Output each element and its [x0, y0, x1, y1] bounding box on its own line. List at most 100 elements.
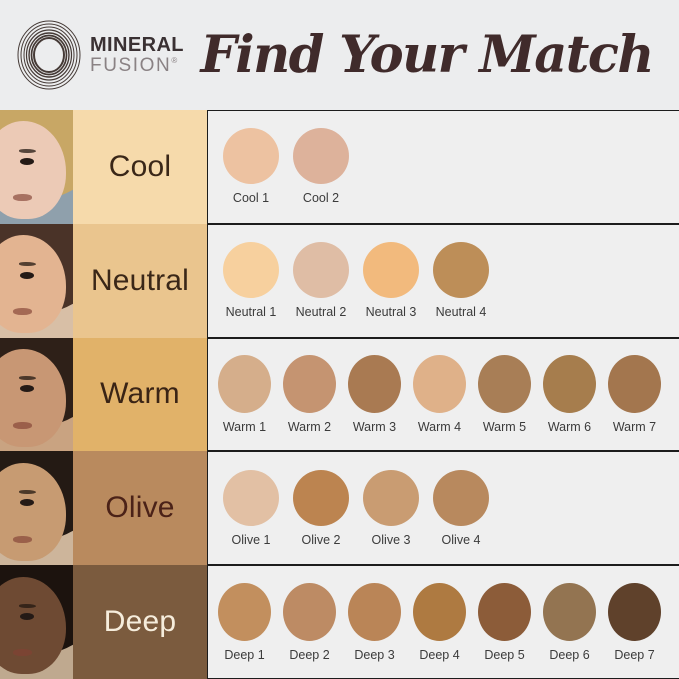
shade-swatch-label: Deep 4 [419, 647, 460, 662]
shade-swatch-label: Olive 3 [371, 532, 411, 547]
shade-swatch: Neutral 3 [363, 242, 419, 319]
brand-name: MINERAL FUSION ® [90, 35, 184, 75]
portrait-brow [18, 603, 37, 608]
shade-swatch-circle [363, 242, 419, 299]
shade-swatch-circle [283, 582, 336, 641]
swatch-panel: Deep 1 Deep 2 Deep 3 Deep 4 Deep 5 Deep … [207, 565, 679, 679]
page-title: Find Your Match [200, 25, 655, 85]
swatch-list: Neutral 1 Neutral 2 Neutral 3 Neutral 4 [208, 242, 489, 319]
shade-swatch: Warm 7 [608, 354, 661, 434]
shade-swatch-circle [363, 469, 419, 526]
portrait-lips [13, 649, 33, 657]
shade-swatch-circle [348, 582, 401, 641]
shade-swatch: Warm 2 [283, 354, 336, 434]
swatch-panel: Olive 1 Olive 2 Olive 3 Olive 4 [207, 451, 679, 566]
shade-swatch: Cool 1 [223, 128, 279, 205]
shade-swatch: Olive 2 [293, 469, 349, 547]
brand-name-line2: FUSION ® [90, 54, 178, 76]
shade-swatch: Warm 3 [348, 354, 401, 434]
shade-category-label: Olive [73, 451, 207, 566]
shade-row: Warm Warm 1 Warm 2 Warm 3 Warm 4 Warm 5 … [0, 337, 679, 452]
shade-swatch-circle [293, 128, 349, 185]
shade-swatch: Deep 3 [348, 582, 401, 662]
shade-row: Deep Deep 1 Deep 2 Deep 3 Deep 4 Deep 5 … [0, 565, 679, 679]
model-portrait-photo [0, 110, 73, 224]
model-portrait-photo [0, 223, 73, 338]
portrait-face [0, 348, 66, 447]
shade-rows: Cool Cool 1 Cool 2 Neutral Neutral 1 Neu… [0, 110, 679, 679]
portrait-eye [20, 499, 35, 507]
shade-swatch-label: Deep 3 [354, 647, 395, 662]
shade-category-label: Deep [73, 565, 207, 679]
shade-swatch-label: Deep 1 [224, 647, 265, 662]
shade-swatch-label: Olive 1 [231, 532, 271, 547]
shade-swatch-label: Deep 5 [484, 647, 525, 662]
shade-swatch: Cool 2 [293, 128, 349, 205]
shade-swatch-circle [433, 242, 489, 299]
portrait-brow [18, 490, 37, 495]
model-portrait-photo [0, 337, 73, 452]
shade-swatch-label: Cool 2 [302, 191, 340, 206]
model-portrait-photo [0, 451, 73, 566]
shade-category-label: Neutral [73, 223, 207, 338]
shade-swatch-label: Neutral 4 [435, 305, 487, 320]
portrait-face [0, 121, 66, 220]
shade-swatch-label: Warm 6 [547, 419, 592, 434]
shade-swatch-circle [478, 582, 531, 641]
shade-swatch-label: Warm 2 [287, 419, 332, 434]
header: MINERAL FUSION ® Find Your Match [0, 0, 679, 110]
swatch-panel: Warm 1 Warm 2 Warm 3 Warm 4 Warm 5 Warm … [207, 337, 679, 452]
shade-swatch: Neutral 1 [223, 242, 279, 319]
shade-swatch-circle [608, 582, 661, 641]
portrait-eye [20, 612, 35, 620]
registered-trademark-symbol: ® [171, 55, 178, 65]
shade-swatch-label: Olive 2 [301, 532, 341, 547]
shade-swatch: Deep 5 [478, 582, 531, 662]
shade-swatch: Deep 6 [543, 582, 596, 662]
shade-row: Cool Cool 1 Cool 2 [0, 110, 679, 224]
portrait-brow [18, 262, 37, 267]
shade-swatch-label: Neutral 1 [225, 305, 277, 320]
brand-name-line1: MINERAL [90, 34, 184, 57]
brand-logo: MINERAL FUSION ® [16, 19, 184, 91]
shade-swatch-label: Warm 7 [612, 419, 657, 434]
shade-swatch: Neutral 2 [293, 242, 349, 319]
portrait-face [0, 235, 66, 334]
concentric-rings-icon [17, 20, 81, 90]
shade-swatch-label: Warm 4 [417, 419, 462, 434]
shade-swatch-circle [543, 354, 596, 413]
shade-swatch-label: Warm 1 [222, 419, 267, 434]
shade-swatch: Olive 1 [223, 469, 279, 547]
swatch-list: Cool 1 Cool 2 [208, 128, 349, 205]
shade-row: Olive Olive 1 Olive 2 Olive 3 Olive 4 [0, 451, 679, 566]
shade-swatch: Deep 7 [608, 582, 661, 662]
portrait-eye [20, 157, 35, 165]
shade-swatch-circle [223, 128, 279, 185]
portrait-brow [18, 148, 37, 153]
shade-swatch-label: Olive 4 [441, 532, 481, 547]
shade-swatch-label: Warm 5 [482, 419, 527, 434]
model-portrait-photo [0, 565, 73, 679]
shade-swatch-label: Neutral 2 [295, 305, 347, 320]
shade-swatch-label: Deep 7 [614, 647, 655, 662]
shade-swatch-label: Deep 6 [549, 647, 590, 662]
shade-swatch-circle [478, 354, 531, 413]
shade-swatch-circle [218, 354, 271, 413]
swatch-panel: Neutral 1 Neutral 2 Neutral 3 Neutral 4 [207, 223, 679, 338]
shade-swatch: Neutral 4 [433, 242, 489, 319]
shade-category-label: Cool [73, 110, 207, 224]
shade-swatch: Deep 2 [283, 582, 336, 662]
swatch-panel: Cool 1 Cool 2 [207, 110, 679, 224]
swatch-list: Warm 1 Warm 2 Warm 3 Warm 4 Warm 5 Warm … [208, 354, 661, 434]
portrait-face [0, 576, 66, 675]
shade-swatch-label: Neutral 3 [365, 305, 417, 320]
shade-swatch-circle [293, 469, 349, 526]
shade-swatch: Deep 4 [413, 582, 466, 662]
portrait-eye [20, 385, 35, 393]
shade-swatch: Olive 3 [363, 469, 419, 547]
shade-swatch-circle [543, 582, 596, 641]
portrait-lips [13, 194, 33, 202]
portrait-lips [13, 421, 33, 429]
shade-swatch: Warm 6 [543, 354, 596, 434]
